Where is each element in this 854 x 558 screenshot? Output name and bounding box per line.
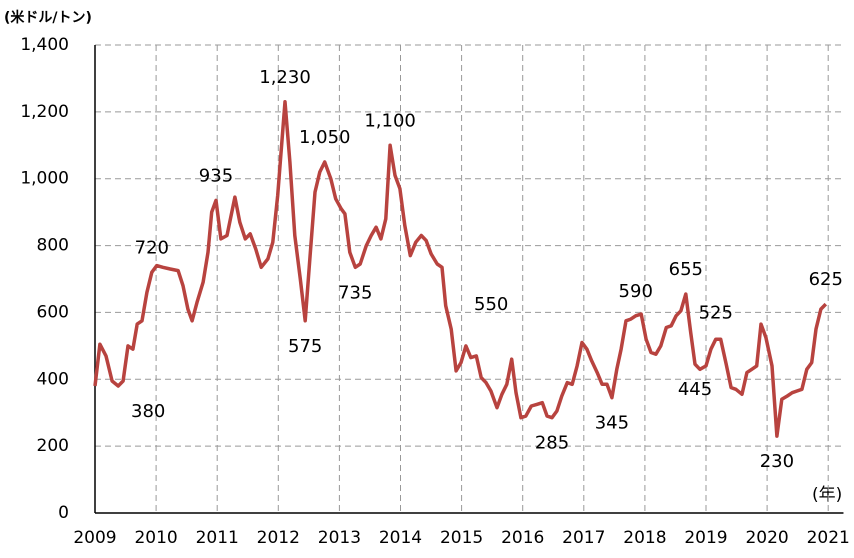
annotation: 345	[595, 413, 629, 434]
x-tick-label: 2018	[623, 528, 666, 548]
x-tick-label: 2012	[257, 528, 300, 548]
x-unit-label: (年)	[812, 485, 842, 505]
x-tick-label: 2009	[73, 528, 116, 548]
annotation: 1,050	[299, 127, 351, 148]
y-tick-label: 200	[37, 436, 69, 456]
annotation: 525	[699, 303, 733, 324]
y-tick-label: 1,200	[20, 102, 69, 122]
x-tick-label: 2010	[134, 528, 177, 548]
x-tick-label: 2019	[684, 528, 727, 548]
annotation: 1,230	[259, 67, 311, 88]
x-tick-label: 2016	[501, 528, 544, 548]
annotation: 655	[669, 259, 703, 280]
annotation: 720	[135, 237, 169, 258]
y-tick-label: 600	[37, 302, 69, 322]
y-tick-label: 1,400	[20, 35, 69, 55]
annotation: 285	[535, 433, 569, 454]
x-tick-label: 2020	[745, 528, 788, 548]
annotation: 575	[288, 336, 322, 357]
annotation: 735	[338, 282, 372, 303]
annotation: 590	[619, 281, 653, 302]
x-tick-label: 2021	[807, 528, 850, 548]
x-tick-label: 2017	[562, 528, 605, 548]
x-tick-label: 2015	[440, 528, 483, 548]
annotation: 935	[199, 165, 233, 186]
y-tick-label: 800	[37, 236, 69, 256]
annotation: 1,100	[364, 110, 416, 131]
annotation: 230	[760, 451, 794, 472]
x-tick-label: 2014	[379, 528, 422, 548]
x-tick-label: 2011	[196, 528, 239, 548]
y-tick-label: 1,000	[20, 169, 69, 189]
annotation: 445	[678, 379, 712, 400]
annotation: 625	[809, 269, 843, 290]
annotation: 550	[474, 294, 508, 315]
annotation: 380	[131, 401, 165, 422]
y-tick-label: 400	[37, 369, 69, 389]
x-tick-label: 2013	[318, 528, 361, 548]
y-tick-label: 0	[58, 503, 69, 523]
y-unit-label: (米ドル/トン)	[4, 9, 92, 26]
price-line	[93, 100, 828, 438]
